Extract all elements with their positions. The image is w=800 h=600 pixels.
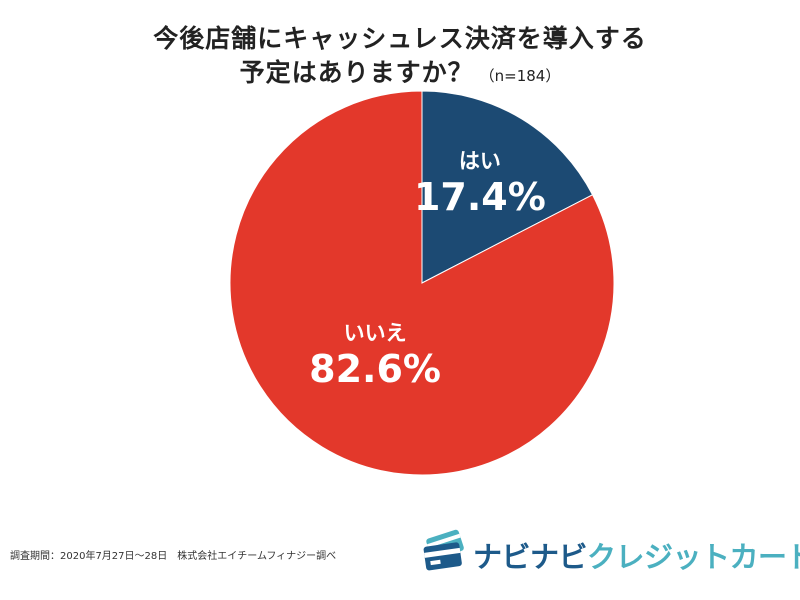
- chart-title-line1: 今後店舗にキャッシュレス決済を導入する: [153, 24, 647, 53]
- slice-value-label: 17.4%: [414, 175, 546, 219]
- slice-category-label: いいえ: [344, 321, 407, 345]
- brand-name: ナビナビクレジットカード: [473, 534, 800, 576]
- pie-slice-1: [421, 90, 594, 284]
- pie-slice-2: [229, 90, 615, 476]
- credit-card-icon: [423, 529, 464, 571]
- brand-logo: ナビナビクレジットカード: [420, 528, 800, 580]
- pie-slices: [229, 90, 615, 476]
- survey-footnote: 調査期間：2020年7月27日〜28日 株式会社エイチームフィナジー調べ: [10, 551, 337, 562]
- brand-name-part2: クレジットカード: [587, 540, 800, 574]
- chart-title: 今後店舗にキャッシュレス決済を導入する 予定はありますか？ （n=184）: [0, 22, 800, 93]
- chart-title-question: 予定はありますか？: [239, 58, 474, 87]
- brand-name-part1: ナビナビ: [473, 540, 588, 574]
- chart-title-line2: 予定はありますか？ （n=184）: [0, 56, 800, 93]
- slice-category-label: はい: [459, 149, 501, 173]
- sample-size: （n=184）: [479, 67, 561, 85]
- slice-value-label: 82.6%: [309, 347, 441, 391]
